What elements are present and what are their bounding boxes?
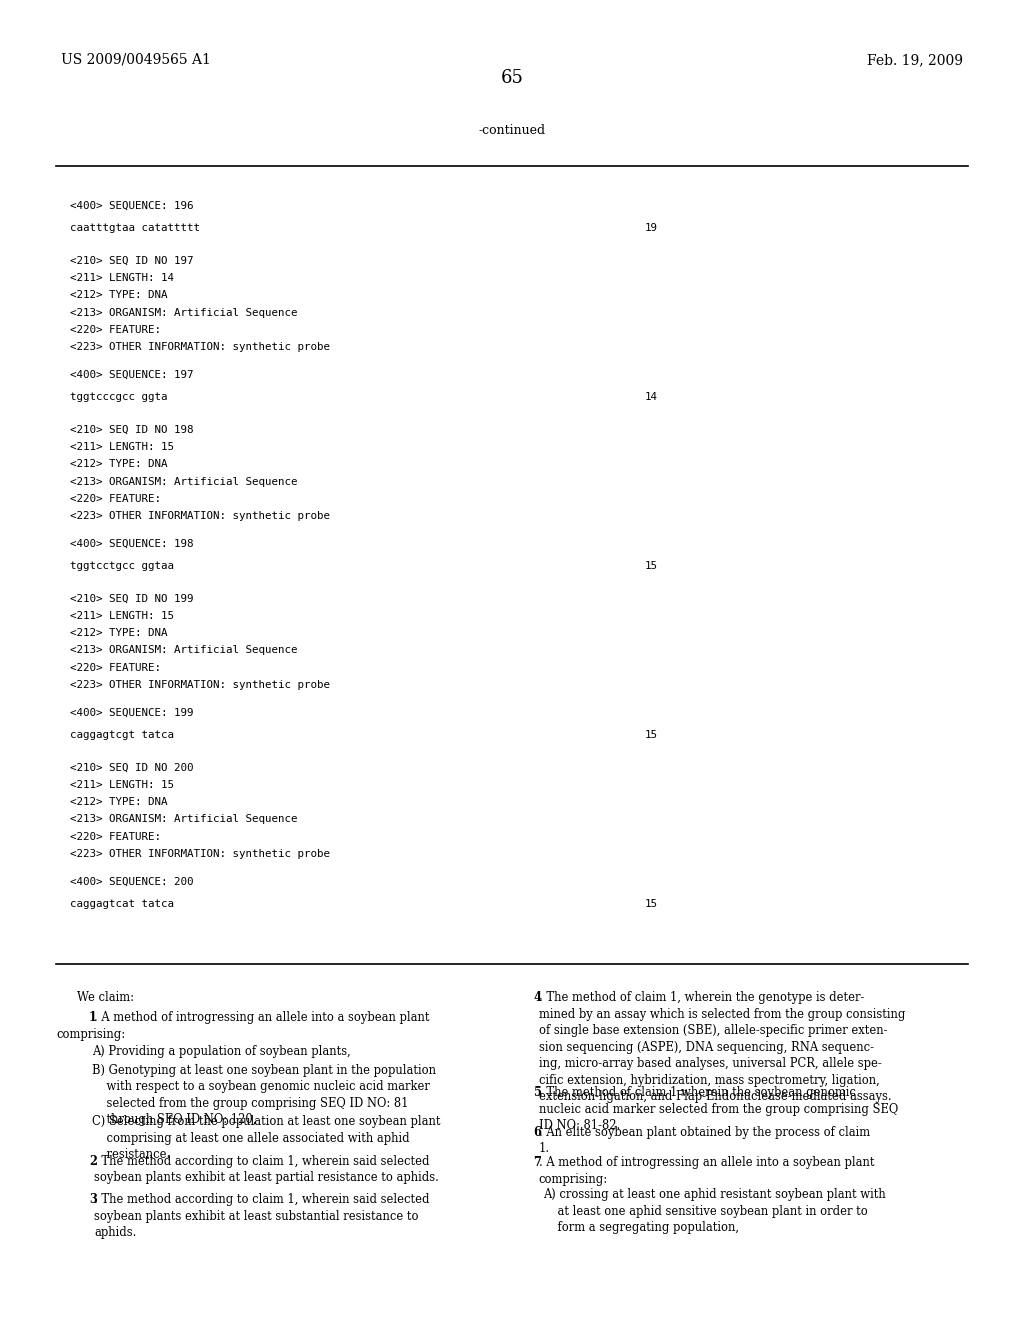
Text: caatttgtaa catattttt: caatttgtaa catattttt xyxy=(70,223,200,234)
Text: <400> SEQUENCE: 196: <400> SEQUENCE: 196 xyxy=(70,201,194,211)
Text: 3: 3 xyxy=(89,1193,97,1206)
Text: comprising:: comprising: xyxy=(56,1028,126,1041)
Text: <223> OTHER INFORMATION: synthetic probe: <223> OTHER INFORMATION: synthetic probe xyxy=(70,511,330,521)
Text: <220> FEATURE:: <220> FEATURE: xyxy=(70,663,161,673)
Text: US 2009/0049565 A1: US 2009/0049565 A1 xyxy=(61,53,211,67)
Text: <212> TYPE: DNA: <212> TYPE: DNA xyxy=(70,628,167,639)
Text: . The method according to claim 1, wherein said selected
soybean plants exhibit : . The method according to claim 1, where… xyxy=(94,1155,439,1184)
Text: caggagtcat tatca: caggagtcat tatca xyxy=(70,899,174,909)
Text: C) Selecting from the population at least one soybean plant
    comprising at le: C) Selecting from the population at leas… xyxy=(92,1115,440,1162)
Text: <223> OTHER INFORMATION: synthetic probe: <223> OTHER INFORMATION: synthetic probe xyxy=(70,342,330,352)
Text: <400> SEQUENCE: 200: <400> SEQUENCE: 200 xyxy=(70,876,194,887)
Text: 15: 15 xyxy=(645,561,658,572)
Text: 6: 6 xyxy=(534,1126,542,1139)
Text: <400> SEQUENCE: 197: <400> SEQUENCE: 197 xyxy=(70,370,194,380)
Text: Feb. 19, 2009: Feb. 19, 2009 xyxy=(866,53,963,67)
Text: <210> SEQ ID NO 200: <210> SEQ ID NO 200 xyxy=(70,763,194,774)
Text: caggagtcgt tatca: caggagtcgt tatca xyxy=(70,730,174,741)
Text: -continued: -continued xyxy=(478,124,546,137)
Text: tggtcctgcc ggtaa: tggtcctgcc ggtaa xyxy=(70,561,174,572)
Text: <213> ORGANISM: Artificial Sequence: <213> ORGANISM: Artificial Sequence xyxy=(70,645,297,656)
Text: 15: 15 xyxy=(645,899,658,909)
Text: . An elite soybean plant obtained by the process of claim
1.: . An elite soybean plant obtained by the… xyxy=(539,1126,869,1155)
Text: <223> OTHER INFORMATION: synthetic probe: <223> OTHER INFORMATION: synthetic probe xyxy=(70,680,330,690)
Text: <211> LENGTH: 15: <211> LENGTH: 15 xyxy=(70,780,174,791)
Text: . The method of claim 1 wherein the soybean genomic
nucleic acid marker selected: . The method of claim 1 wherein the soyb… xyxy=(539,1086,898,1133)
Text: <213> ORGANISM: Artificial Sequence: <213> ORGANISM: Artificial Sequence xyxy=(70,477,297,487)
Text: <220> FEATURE:: <220> FEATURE: xyxy=(70,494,161,504)
Text: <220> FEATURE:: <220> FEATURE: xyxy=(70,832,161,842)
Text: 14: 14 xyxy=(645,392,658,403)
Text: 1: 1 xyxy=(89,1011,97,1024)
Text: <213> ORGANISM: Artificial Sequence: <213> ORGANISM: Artificial Sequence xyxy=(70,308,297,318)
Text: We claim:: We claim: xyxy=(77,991,134,1005)
Text: A) crossing at least one aphid resistant soybean plant with
    at least one aph: A) crossing at least one aphid resistant… xyxy=(543,1188,886,1234)
Text: B) Genotyping at least one soybean plant in the population
    with respect to a: B) Genotyping at least one soybean plant… xyxy=(92,1064,436,1126)
Text: <213> ORGANISM: Artificial Sequence: <213> ORGANISM: Artificial Sequence xyxy=(70,814,297,825)
Text: <400> SEQUENCE: 199: <400> SEQUENCE: 199 xyxy=(70,708,194,718)
Text: <210> SEQ ID NO 197: <210> SEQ ID NO 197 xyxy=(70,256,194,267)
Text: <211> LENGTH: 14: <211> LENGTH: 14 xyxy=(70,273,174,284)
Text: <223> OTHER INFORMATION: synthetic probe: <223> OTHER INFORMATION: synthetic probe xyxy=(70,849,330,859)
Text: <212> TYPE: DNA: <212> TYPE: DNA xyxy=(70,459,167,470)
Text: <210> SEQ ID NO 199: <210> SEQ ID NO 199 xyxy=(70,594,194,605)
Text: <220> FEATURE:: <220> FEATURE: xyxy=(70,325,161,335)
Text: 19: 19 xyxy=(645,223,658,234)
Text: <211> LENGTH: 15: <211> LENGTH: 15 xyxy=(70,442,174,453)
Text: 65: 65 xyxy=(501,69,523,87)
Text: 4: 4 xyxy=(534,991,542,1005)
Text: 2: 2 xyxy=(89,1155,97,1168)
Text: 15: 15 xyxy=(645,730,658,741)
Text: <210> SEQ ID NO 198: <210> SEQ ID NO 198 xyxy=(70,425,194,436)
Text: <212> TYPE: DNA: <212> TYPE: DNA xyxy=(70,290,167,301)
Text: . A method of introgressing an allele into a soybean plant: . A method of introgressing an allele in… xyxy=(94,1011,430,1024)
Text: 7: 7 xyxy=(534,1156,542,1170)
Text: . The method according to claim 1, wherein said selected
soybean plants exhibit : . The method according to claim 1, where… xyxy=(94,1193,430,1239)
Text: <400> SEQUENCE: 198: <400> SEQUENCE: 198 xyxy=(70,539,194,549)
Text: . A method of introgressing an allele into a soybean plant
comprising:: . A method of introgressing an allele in… xyxy=(539,1156,874,1185)
Text: tggtcccgcc ggta: tggtcccgcc ggta xyxy=(70,392,167,403)
Text: 5: 5 xyxy=(534,1086,542,1100)
Text: <212> TYPE: DNA: <212> TYPE: DNA xyxy=(70,797,167,808)
Text: . The method of claim 1, wherein the genotype is deter-
mined by an assay which : . The method of claim 1, wherein the gen… xyxy=(539,991,905,1104)
Text: <211> LENGTH: 15: <211> LENGTH: 15 xyxy=(70,611,174,622)
Text: A) Providing a population of soybean plants,: A) Providing a population of soybean pla… xyxy=(92,1045,351,1059)
